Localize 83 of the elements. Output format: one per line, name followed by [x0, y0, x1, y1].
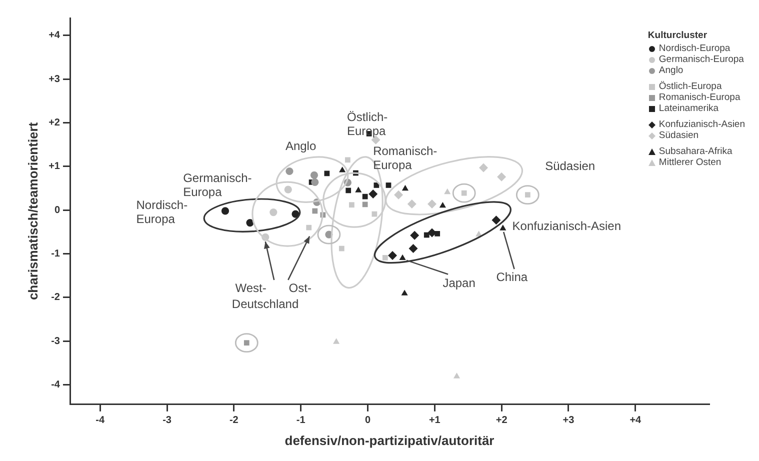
- annotation: Konfuzianisch-Asien: [512, 219, 622, 234]
- point: [362, 202, 368, 208]
- legend-label: Südasien: [658, 130, 699, 141]
- legend-label: Anglo: [658, 65, 684, 76]
- x-tick-label: +1: [428, 415, 441, 426]
- annotation: Deutschland: [232, 296, 299, 311]
- annotation: Nordisch- Europa: [136, 198, 188, 226]
- legend-label: Nordisch-Europa: [658, 43, 730, 54]
- point: [492, 216, 501, 225]
- point: [427, 199, 436, 208]
- point: [444, 188, 451, 194]
- point: [344, 157, 350, 163]
- point: [246, 218, 254, 227]
- point: [479, 163, 488, 172]
- y-tick-label: +2: [48, 118, 60, 129]
- annotation: Anglo: [285, 138, 316, 153]
- annotation: Germanisch- Europa: [183, 170, 252, 199]
- point: [292, 210, 300, 218]
- legend-label: Subsahara-Afrika: [658, 146, 732, 157]
- y-axis-title: charismatisch/teamorientiert: [25, 122, 40, 300]
- annotation: Südasien: [545, 158, 596, 173]
- x-tick-label: +2: [496, 415, 508, 426]
- point: [399, 254, 406, 260]
- point: [394, 190, 404, 200]
- point: [407, 199, 416, 208]
- y-tick-label: -3: [51, 336, 60, 347]
- point: [333, 338, 340, 344]
- point: [311, 178, 319, 186]
- point: [434, 231, 440, 236]
- point: [362, 194, 368, 200]
- point: [306, 224, 312, 230]
- point: [424, 232, 430, 238]
- point: [497, 172, 506, 182]
- point: [388, 251, 398, 260]
- point: [349, 202, 354, 208]
- y-tick-label: 0: [54, 204, 60, 216]
- point: [346, 188, 352, 194]
- y-tick-label: -1: [51, 248, 60, 260]
- x-tick-label: +3: [562, 415, 575, 426]
- x-tick-label: +4: [630, 415, 642, 426]
- point: [402, 184, 409, 191]
- annotation: West-: [235, 281, 266, 296]
- point: [339, 166, 346, 172]
- point: [286, 167, 294, 176]
- point: [324, 170, 330, 176]
- point: [382, 255, 388, 260]
- point: [284, 186, 292, 194]
- annotation: China: [496, 270, 528, 284]
- x-tick-label: -2: [229, 415, 239, 426]
- point: [500, 224, 506, 230]
- point: [368, 189, 378, 198]
- point: [439, 202, 446, 208]
- legend-label: Konfuzianisch-Asien: [658, 119, 745, 130]
- x-tick-label: 0: [364, 415, 371, 426]
- x-tick-label: -3: [162, 415, 172, 426]
- annotation: Romanisch- Europa: [373, 144, 438, 172]
- y-tick-label: -2: [51, 292, 60, 304]
- point: [221, 207, 230, 215]
- y-tick-label: -4: [51, 380, 60, 391]
- point: [386, 182, 392, 188]
- point: [355, 186, 362, 192]
- point: [410, 230, 420, 240]
- point: [401, 290, 408, 296]
- point: [338, 246, 344, 252]
- point: [270, 208, 278, 216]
- annotation: Ost-: [288, 281, 312, 296]
- y-tick-label: +4: [48, 30, 60, 42]
- annotation: Japan: [442, 276, 476, 290]
- legend-label: Romanisch-Europa: [658, 92, 740, 103]
- legend-title: Kulturcluster: [648, 30, 708, 41]
- legend-label: Mittlerer Osten: [658, 157, 722, 168]
- y-tick-label: +3: [48, 74, 60, 85]
- legend-label: Östlich-Europa: [658, 81, 722, 92]
- legend-label: Lateinamerika: [658, 103, 719, 114]
- point: [312, 208, 318, 214]
- point: [408, 244, 418, 254]
- y-tick-label: +1: [48, 161, 60, 172]
- x-tick-label: -4: [96, 415, 105, 426]
- legend-label: Germanisch-Europa: [658, 54, 744, 65]
- point: [310, 171, 318, 179]
- point: [453, 372, 460, 378]
- x-axis-title: defensiv/non-partizipativ/autoritär: [284, 432, 494, 448]
- x-tick-label: -1: [296, 415, 306, 426]
